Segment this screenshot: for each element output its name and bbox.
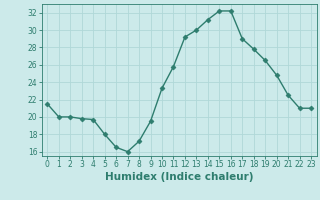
X-axis label: Humidex (Indice chaleur): Humidex (Indice chaleur) <box>105 172 253 182</box>
